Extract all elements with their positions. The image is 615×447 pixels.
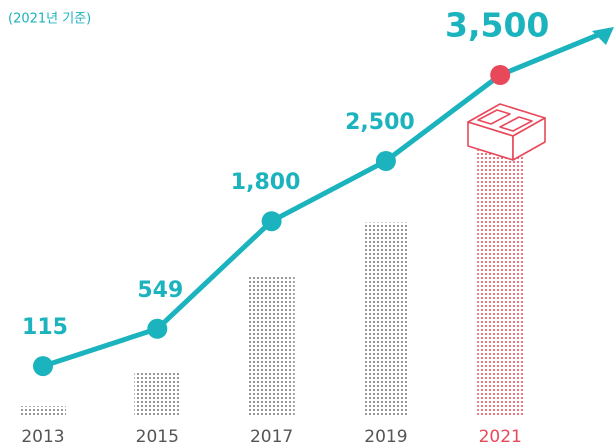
dotted-bar — [477, 145, 524, 415]
value-label: 2,500 — [345, 110, 415, 135]
data-point — [375, 151, 396, 171]
trend-line — [42, 27, 611, 369]
x-tick-label: 2017 — [250, 427, 293, 447]
x-tick-label: 2021 — [479, 427, 522, 447]
value-label: 3,500 — [445, 6, 549, 45]
data-point — [261, 211, 282, 232]
block-icon — [467, 103, 546, 161]
dotted-bar — [134, 372, 181, 415]
arrow-head — [592, 27, 614, 45]
data-point — [147, 318, 168, 339]
value-label: 1,800 — [231, 170, 301, 195]
dotted-bar — [20, 406, 66, 415]
x-tick-label: 2013 — [21, 427, 64, 447]
subtitle: (2021년 기준) — [8, 12, 91, 27]
value-label: 115 — [22, 315, 68, 340]
x-tick-label: 2019 — [364, 427, 407, 447]
data-point — [490, 65, 511, 85]
x-tick-label: 2015 — [136, 427, 179, 447]
data-point — [33, 356, 53, 377]
dotted-bar — [248, 276, 295, 415]
value-label: 549 — [137, 278, 183, 303]
dotted-bar — [362, 222, 409, 415]
